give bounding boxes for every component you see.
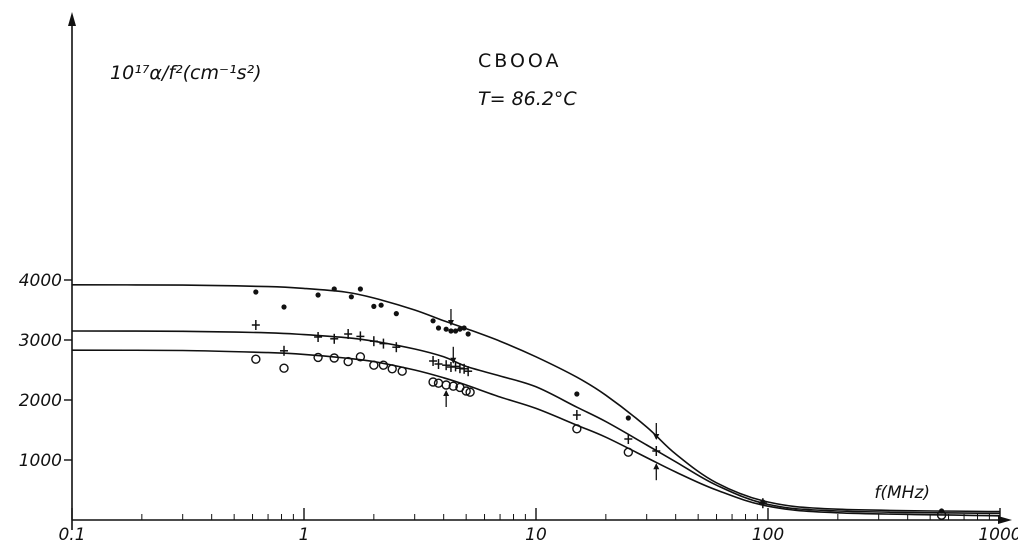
- arrow-head-icon: [443, 390, 450, 396]
- arrow-marker-down: [447, 309, 454, 326]
- data-point-cross: [379, 338, 388, 349]
- data-point-dot: [625, 415, 631, 421]
- data-point-dot: [331, 286, 337, 292]
- data-point-cross: [451, 361, 460, 372]
- data-point-cross: [758, 498, 767, 509]
- arrow-marker-up: [443, 390, 450, 407]
- data-point-dot: [465, 331, 471, 337]
- data-point-dot: [348, 294, 354, 300]
- data-point-circle: [623, 447, 634, 457]
- arrow-head-icon: [653, 463, 660, 470]
- data-point-cross: [369, 336, 378, 347]
- data-point-dot: [452, 328, 459, 334]
- data-point-circle: [936, 510, 947, 520]
- y-tick-label: 3000: [19, 331, 62, 351]
- data-point-dot: [448, 328, 454, 334]
- data-point-circle: [313, 352, 323, 363]
- data-point-dot: [378, 302, 384, 308]
- data-point-dot: [435, 325, 442, 331]
- data-point-circle: [343, 356, 353, 367]
- data-point-cross: [344, 329, 353, 339]
- data-point-circle: [461, 386, 471, 396]
- data-point-cross: [572, 410, 581, 420]
- arrow-head-icon: [653, 434, 660, 440]
- y-ticks: 1000 2000 3000 4000: [19, 271, 72, 471]
- data-point-cross: [624, 434, 633, 444]
- arrow-head-icon: [447, 320, 454, 326]
- data-point-dot: [574, 391, 580, 397]
- arrow-marker-down: [653, 423, 660, 440]
- data-point-circle: [279, 363, 289, 373]
- data-point-circle: [433, 378, 444, 388]
- data-point-circle: [465, 387, 475, 397]
- data-point-cross: [434, 359, 443, 369]
- data-point-cross: [652, 446, 661, 456]
- data-point-dot: [443, 326, 449, 332]
- data-point-cross: [251, 320, 260, 330]
- data-point-circle: [428, 377, 438, 387]
- y-tick-label: 2000: [19, 391, 62, 411]
- transition-markers: [443, 309, 660, 481]
- data-point-circle: [378, 360, 389, 370]
- data-point-cross: [464, 366, 473, 377]
- y-axis-label: 10¹⁷α/f²(cm⁻¹s²): [110, 62, 262, 84]
- x-axis-arrow-icon: [998, 516, 1012, 524]
- data-points: [251, 286, 947, 520]
- data-point-circle: [397, 366, 407, 376]
- fit-curves: [71, 284, 1001, 517]
- data-point-circle: [369, 360, 379, 370]
- fit-curve-3: [71, 349, 1001, 517]
- y-tick-label: 1000: [19, 451, 62, 471]
- y-axis-arrow-icon: [68, 12, 76, 26]
- data-point-dot: [357, 286, 363, 292]
- data-point-cross: [429, 356, 438, 366]
- data-point-circle: [572, 424, 582, 434]
- data-point-dot: [253, 289, 259, 295]
- arrow-marker-down: [450, 346, 457, 364]
- data-point-cross: [392, 342, 401, 353]
- data-point-circle: [387, 364, 397, 374]
- data-point-cross: [442, 360, 451, 371]
- fit-curve-1: [71, 284, 1001, 513]
- data-point-cross: [330, 333, 339, 344]
- data-point-circle: [441, 380, 451, 390]
- data-point-dot: [430, 318, 436, 324]
- data-point-dot: [461, 325, 467, 331]
- chart-title: CBOOA: [478, 50, 562, 72]
- data-point-cross: [356, 331, 365, 342]
- data-point-circle: [329, 353, 339, 363]
- data-point-circle: [251, 354, 261, 364]
- data-point-dot: [371, 303, 377, 309]
- x-ticks: 0.1 1 10 100 1000: [58, 508, 1018, 544]
- data-point-circle: [448, 381, 458, 391]
- data-point-dot: [315, 292, 321, 298]
- y-tick-label: 4000: [19, 271, 62, 291]
- data-point-dot: [281, 304, 287, 310]
- x-tick-label: 1000: [978, 525, 1018, 544]
- data-point-cross: [460, 363, 469, 374]
- data-point-cross: [314, 332, 323, 342]
- x-tick-label: 10: [525, 525, 547, 544]
- x-tick-label: 1: [299, 525, 310, 544]
- data-point-dot: [457, 326, 463, 332]
- x-tick-label: 0.1: [58, 525, 85, 544]
- x-tick-label: 100: [752, 525, 784, 544]
- arrow-marker-up: [653, 463, 660, 481]
- data-point-cross: [280, 345, 289, 356]
- fit-curve-2: [71, 330, 1001, 515]
- x-axis-label: f(MHz): [874, 483, 930, 503]
- chart-subtitle: T= 86.2°C: [478, 88, 577, 110]
- arrow-head-icon: [450, 357, 457, 364]
- data-point-circle: [355, 352, 366, 362]
- data-point-dot: [393, 311, 399, 317]
